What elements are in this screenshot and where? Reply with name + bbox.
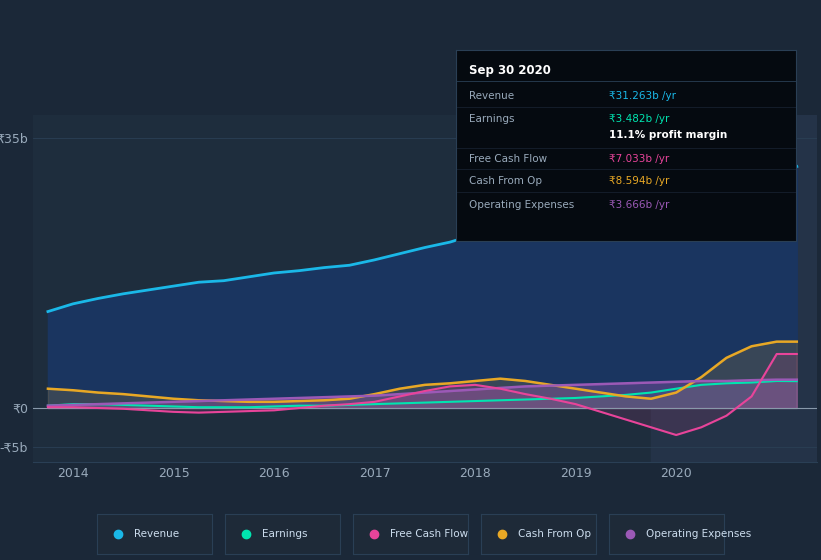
Text: ₹8.594b /yr: ₹8.594b /yr — [609, 176, 669, 186]
Bar — [651, 115, 821, 462]
Text: Operating Expenses: Operating Expenses — [646, 529, 751, 539]
Text: ₹31.263b /yr: ₹31.263b /yr — [609, 91, 676, 101]
Text: ₹3.666b /yr: ₹3.666b /yr — [609, 199, 669, 209]
Text: ₹3.482b /yr: ₹3.482b /yr — [609, 114, 669, 124]
Text: 11.1% profit margin: 11.1% profit margin — [609, 130, 727, 140]
Text: Free Cash Flow: Free Cash Flow — [390, 529, 468, 539]
Text: Cash From Op: Cash From Op — [518, 529, 591, 539]
Text: Sep 30 2020: Sep 30 2020 — [470, 64, 551, 77]
Text: ₹7.033b /yr: ₹7.033b /yr — [609, 154, 669, 164]
Text: Earnings: Earnings — [262, 529, 307, 539]
Text: Operating Expenses: Operating Expenses — [470, 199, 575, 209]
Text: Cash From Op: Cash From Op — [470, 176, 543, 186]
Text: Earnings: Earnings — [470, 114, 515, 124]
Text: Free Cash Flow: Free Cash Flow — [470, 154, 548, 164]
Text: Revenue: Revenue — [134, 529, 179, 539]
Text: Revenue: Revenue — [470, 91, 515, 101]
